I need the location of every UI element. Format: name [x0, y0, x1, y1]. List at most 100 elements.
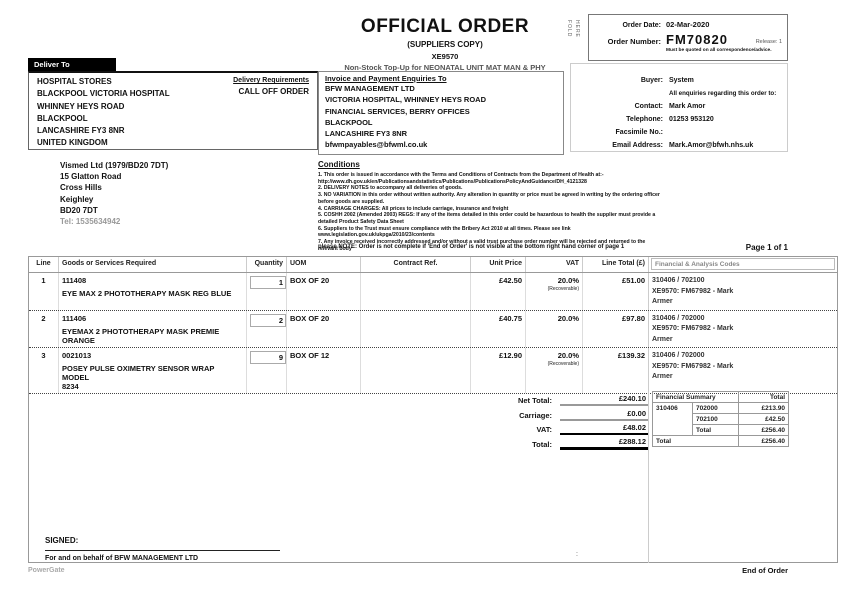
buyer-row: Buyer: System: [571, 77, 787, 90]
vat-note: (Recoverable): [547, 361, 579, 367]
order-complete-note: please NOTE: Order is not complete if 'E…: [318, 244, 625, 250]
delivery-requirements: Delivery Requirements CALL OFF ORDER: [233, 77, 309, 96]
vat-rate: 20.0%: [557, 351, 579, 360]
line-total-cell: £51.00: [583, 273, 649, 310]
condition-item: 6. Suppliers to the Trust must ensure co…: [318, 225, 571, 239]
invoice-enquiries-heading: Invoice and Payment Enquiries To: [325, 74, 447, 83]
quantity-cell: 9: [247, 348, 287, 393]
document-header: OFFICIAL ORDER (SUPPLIERS COPY) XE9570 N…: [280, 16, 610, 72]
financial-code: 310406 / 702100: [652, 277, 705, 284]
telephone-row: Telephone: 01253 953120: [571, 116, 787, 129]
vat-cell: 20.0% (Recoverable): [526, 273, 583, 310]
deliver-to-box: HOSPITAL STORES BLACKPOOL VICTORIA HOSPI…: [28, 71, 318, 150]
financial-ref-cont: Armer: [652, 373, 673, 380]
condition-item: 5. COSHH 2002 (Amended 2003) REGS: If an…: [318, 212, 656, 225]
net-total-value: £240.10: [560, 394, 648, 406]
facsimile-label: Facsimile No.:: [615, 129, 663, 136]
contract-ref-cell: [361, 348, 471, 393]
supplier-address-line: Cross Hills: [60, 183, 102, 193]
contract-ref-cell: [361, 273, 471, 310]
header-vat: VAT: [526, 257, 583, 272]
buyer-label: Buyer:: [640, 77, 663, 84]
financial-summary-table: Financial Summary Total 310406 702000 £2…: [652, 391, 789, 447]
contact-value: Mark Amor: [669, 103, 706, 110]
delivery-address-line: LANCASHIRE FY3 8NR: [37, 126, 125, 136]
fold-label: FOLD: [566, 20, 572, 38]
email-row: Email Address: Mark.Amor@bfwh.nhs.uk: [571, 142, 787, 155]
item-code: 111408: [62, 276, 87, 285]
header-unit-price: Unit Price: [471, 257, 526, 272]
vat-cell: 20.0%: [526, 310, 583, 347]
conditions-block: Conditions 1. This order is issued in ac…: [318, 160, 660, 252]
vat-note: (Recoverable): [547, 286, 579, 292]
invoice-address-line: BLACKPOOL: [325, 117, 373, 127]
summary-row: 702100 £42.50: [653, 413, 789, 425]
telephone-value: 01253 953120: [669, 116, 714, 123]
summary-grand-label: Total: [652, 435, 739, 447]
unit-price-cell: £12.90: [471, 348, 526, 393]
uom-cell: BOX OF 12: [287, 348, 361, 393]
vat-total-row: VAT: £48.02: [440, 421, 648, 436]
grand-total-row: Total: £288.12: [440, 435, 648, 451]
quantity-value: 2: [250, 313, 286, 327]
here-label: HERE: [574, 20, 580, 38]
summary-account: 310406: [652, 402, 693, 436]
net-total-label: Net Total:: [517, 395, 552, 405]
header-quantity: Quantity: [247, 257, 287, 272]
condition-item: 3. NO VARIATION in this order without wr…: [318, 192, 660, 205]
condition-item: 1. This order is issued in accordance wi…: [318, 172, 604, 178]
delivery-requirements-label: Delivery Requirements: [233, 77, 309, 84]
uom-cell: BOX OF 20: [287, 273, 361, 310]
supplier-telephone: Tel: 1535634942: [60, 217, 121, 227]
summary-row: 310406 702000 £213.90: [652, 402, 789, 436]
unit-price-cell: £42.50: [471, 273, 526, 310]
carriage-row: Carriage: £0.00: [440, 406, 648, 421]
item-description: EYEMAX 2 PHOTOTHERAPY MASK PREMIE ORANGE: [62, 326, 220, 345]
signed-behalf: For and on behalf of BFW MANAGEMENT LTD: [45, 555, 199, 562]
carriage-value: £0.00: [560, 409, 648, 421]
vat-rate: 20.0%: [557, 276, 579, 285]
summary-header-row: Financial Summary Total: [652, 391, 789, 403]
invoice-address-line: FINANCIAL SERVICES, BERRY OFFICES: [325, 106, 470, 116]
summary-subtotal-amount: £256.40: [738, 424, 789, 436]
summary-total-header: Total: [738, 391, 789, 403]
contract-ref-cell: [361, 310, 471, 347]
department-description: Non-Stock Top-Up for NEONATAL UNIT MAT M…: [344, 63, 546, 72]
summary-grand-row: Total £256.40: [652, 435, 789, 447]
delivery-address-line: UNITED KINGDOM: [37, 138, 108, 148]
release-label: Release: 1: [755, 39, 782, 45]
header-line: Line: [29, 257, 59, 272]
financial-ref: XE9570: FM67982 - Mark: [652, 362, 734, 370]
buyer-panel: Buyer: System All enquiries regarding th…: [570, 63, 788, 152]
enquiries-note-row: All enquiries regarding this order to:: [571, 90, 787, 103]
supplier-address-line: Keighley: [60, 194, 94, 204]
order-number-label: Order Number:: [607, 37, 661, 46]
uom-cell: BOX OF 20: [287, 310, 361, 347]
delivery-address-line: WHINNEY HEYS ROAD: [37, 101, 125, 111]
condition-item: http://www.dh.gov.uk/en/Publicationsands…: [318, 178, 587, 185]
signed-label: SIGNED:: [45, 536, 79, 545]
financial-ref-cont: Armer: [652, 298, 673, 305]
quantity-value: 1: [250, 276, 286, 289]
item-code: 111406: [62, 313, 87, 323]
summary-amount: £42.50: [738, 413, 789, 425]
net-total-row: Net Total: £240.10: [440, 391, 648, 406]
financial-code: 310406 / 702000: [652, 352, 705, 359]
summary-subtotal-label: Total: [692, 424, 739, 436]
goods-cell: 111408 EYE MAX 2 PHOTOTHERAPY MASK REG B…: [59, 273, 247, 310]
contact-label: Contact:: [634, 103, 663, 110]
condition-item: 4. CARRIAGE CHARGES: All prices to inclu…: [318, 205, 509, 212]
order-lines-table: Line Goods or Services Required Quantity…: [28, 256, 838, 563]
delivery-address-line: BLACKPOOL VICTORIA HOSPITAL: [37, 89, 170, 99]
end-of-order-label: End of Order: [742, 566, 788, 575]
supplier-address-line: 15 Glatton Road: [60, 172, 122, 182]
grand-total-value: £288.12: [560, 437, 648, 451]
vat-total-value: £48.02: [560, 423, 648, 436]
contact-row: Contact: Mark Amor: [571, 103, 787, 116]
totals-block: Net Total: £240.10 Carriage: £0.00 VAT: …: [440, 391, 648, 451]
item-description-cont: 8234: [62, 382, 79, 391]
quantity-cell: 1: [247, 273, 287, 310]
order-number-value: FM70820: [666, 32, 728, 47]
conditions-heading: Conditions: [318, 160, 360, 169]
line-total-cell: £139.32: [583, 348, 649, 393]
